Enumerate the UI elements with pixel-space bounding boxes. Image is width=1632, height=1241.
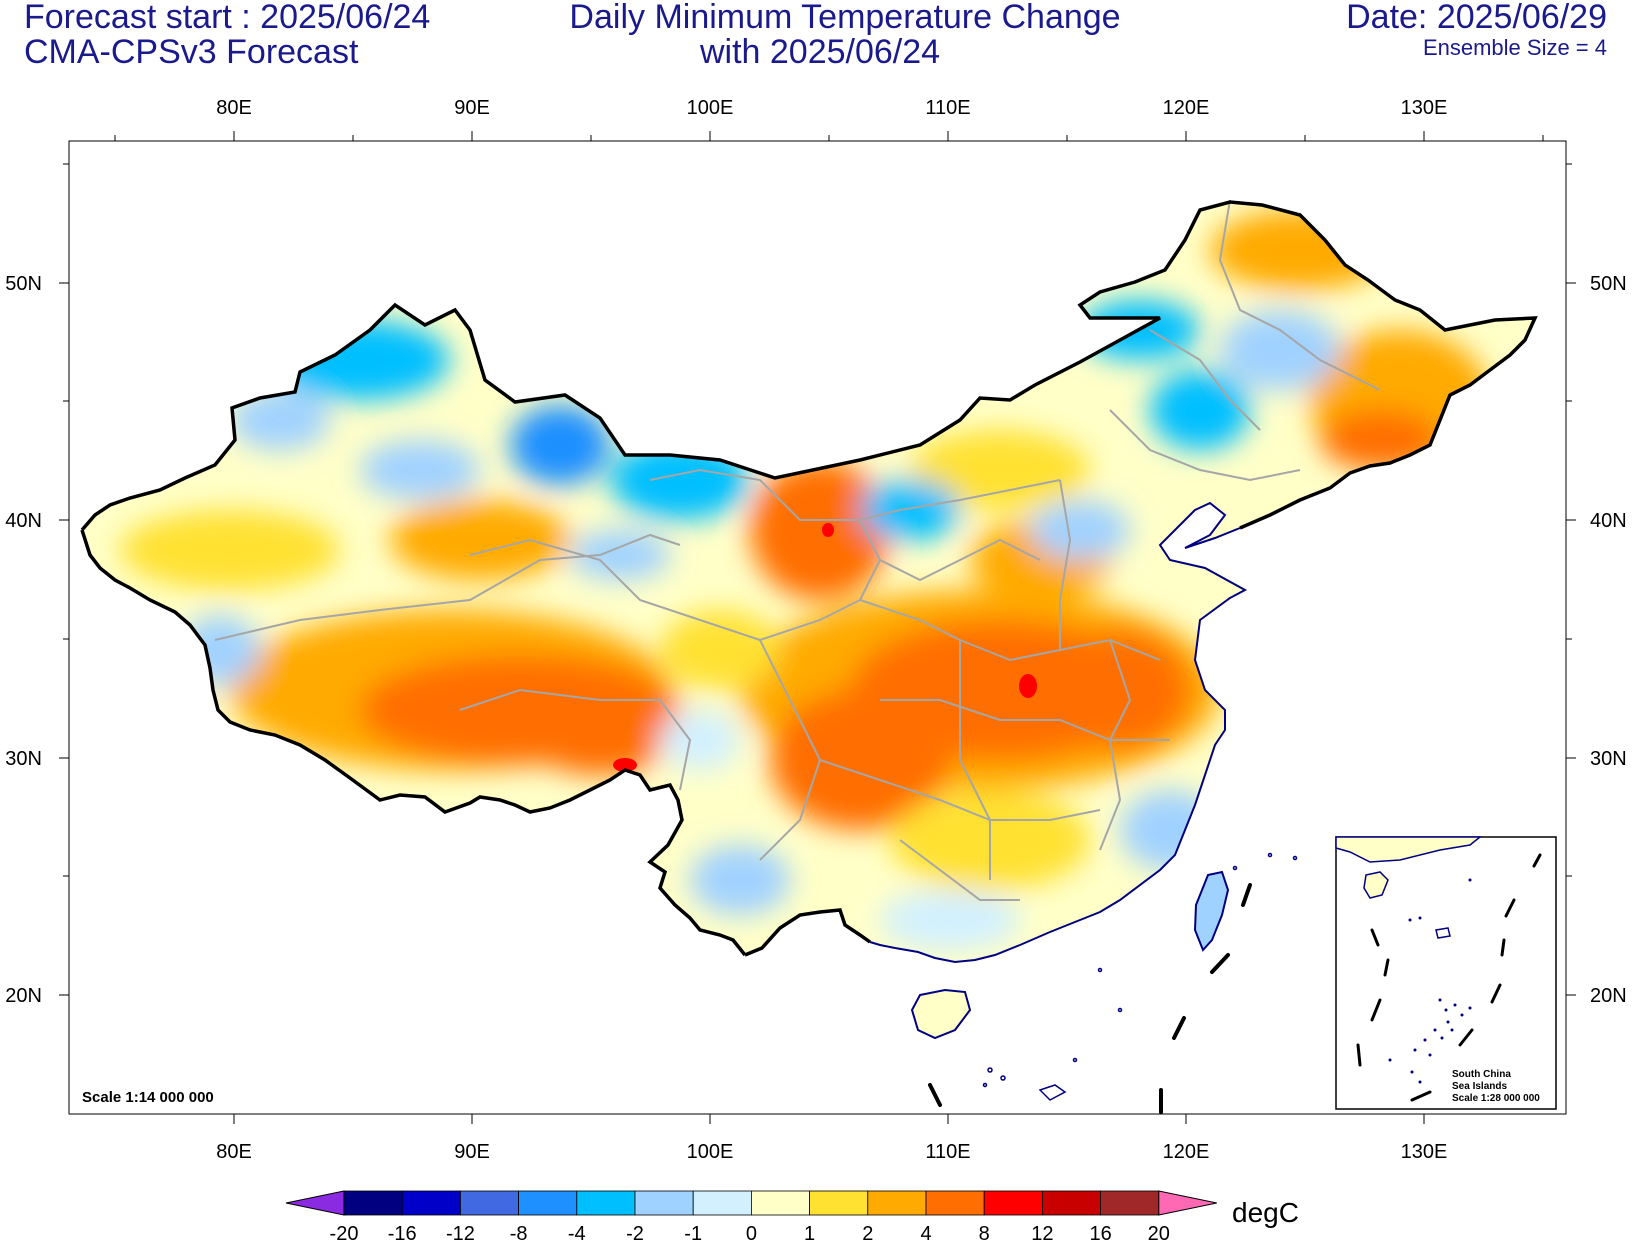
colorbar-tick-label: 1: [804, 1223, 815, 1241]
lat-label: 30N: [1590, 748, 1627, 770]
lon-label: 80E: [216, 1141, 252, 1163]
lon-label: 110E: [925, 97, 970, 119]
map-scale-label: Scale 1:14 000 000: [82, 1089, 214, 1106]
colorbar-unit-label: degC: [1232, 1197, 1299, 1228]
colorbar-tick-label: 2: [862, 1223, 873, 1241]
lon-label: 90E: [454, 1141, 490, 1163]
colorbar-under-triangle: [285, 1190, 345, 1216]
colorbar-tick-label: -8: [510, 1223, 528, 1241]
colorbar-tick-label: 0: [746, 1223, 757, 1241]
colorbar-swatch: [1042, 1190, 1102, 1216]
colorbar-swatch: [809, 1190, 869, 1216]
colorbar-tick-label: -20: [330, 1223, 359, 1241]
colorbar-tick-label: -16: [388, 1223, 417, 1241]
lon-label: 80E: [216, 97, 252, 119]
title-line-2: with 2025/06/24: [699, 33, 941, 71]
lat-label: 50N: [1590, 273, 1627, 295]
colorbar-swatch: [634, 1190, 694, 1216]
inset-label-line3: Scale 1:28 000 000: [1452, 1093, 1540, 1104]
colorbar-swatch: [925, 1190, 985, 1216]
lon-labels-top: 80E 90E 100E 110E 120E 130E: [216, 97, 1447, 119]
colorbar-swatch: [518, 1190, 578, 1216]
lat-label: 40N: [1590, 510, 1627, 532]
ensemble-size-label: Ensemble Size = 4: [1422, 35, 1607, 60]
lat-label: 50N: [5, 273, 42, 295]
inset-label-line2: Sea Islands: [1452, 1081, 1507, 1092]
lat-label: 30N: [5, 748, 42, 770]
colorbar-swatch: [459, 1190, 519, 1216]
colorbar-swatch: [401, 1190, 461, 1216]
lon-label: 100E: [687, 97, 734, 119]
title-line-1: Daily Minimum Temperature Change: [569, 0, 1121, 36]
lon-label: 120E: [1163, 1141, 1210, 1163]
lon-label: 100E: [687, 1141, 734, 1163]
colorbar-swatch: [576, 1190, 636, 1216]
colorbar-tick-label: 20: [1148, 1223, 1170, 1241]
colorbar-swatch: [751, 1190, 811, 1216]
province-boundaries: [214, 199, 1381, 901]
colorbar-tick-label: -4: [568, 1223, 586, 1241]
lon-label: 120E: [1163, 97, 1210, 119]
national-border-southwest: [80, 529, 872, 957]
model-label: CMA-CPSv3 Forecast: [24, 33, 359, 71]
colorbar-tick-label: 4: [920, 1223, 931, 1241]
hainan-island: [910, 988, 972, 1040]
coastline: [869, 501, 1248, 964]
colorbar-tick-label: -2: [626, 1223, 644, 1241]
colorbar-swatch: [983, 1190, 1043, 1216]
lon-labels-bottom: 80E 90E 100E 110E 120E 130E: [216, 1141, 1447, 1163]
forecast-start-label: Forecast start : 2025/06/24: [24, 0, 431, 36]
colorbar-tick-label: -12: [446, 1223, 475, 1241]
lat-label: 20N: [1590, 985, 1627, 1007]
taiwan-island: [1193, 870, 1230, 952]
lat-label: 20N: [5, 985, 42, 1007]
lon-label: 130E: [1401, 1141, 1448, 1163]
lat-labels-right: 50N 40N 30N 20N: [1590, 273, 1627, 1007]
valid-date-label: Date: 2025/06/29: [1346, 0, 1607, 36]
lon-label: 90E: [454, 97, 490, 119]
axis-ticks: [59, 131, 1576, 1124]
colorbar-tick-label: 16: [1089, 1223, 1111, 1241]
colorbar-swatch: [343, 1190, 403, 1216]
small-islands: [982, 852, 1298, 1101]
lon-label: 130E: [1401, 97, 1448, 119]
south-china-sea-inset: South China Sea Islands Scale 1:28 000 0…: [1335, 836, 1557, 1110]
national-border-north: [80, 200, 1538, 532]
colorbar-over-triangle: [1158, 1190, 1217, 1216]
colorbar-swatch: [692, 1190, 752, 1216]
colorbar-tick-label: -1: [684, 1223, 702, 1241]
colorbar: -20 -16 -12 -8 -4 -2 -1 0 1 2 4 8 12 16 20: [285, 1190, 1217, 1241]
colorbar-swatch: [867, 1190, 927, 1216]
inset-label-line1: South China: [1452, 1069, 1511, 1080]
lon-label: 110E: [925, 1141, 970, 1163]
colorbar-tick-label: 12: [1031, 1223, 1053, 1241]
lat-labels-left: 50N 40N 30N 20N: [5, 273, 42, 1007]
colorbar-tick-label: 8: [979, 1223, 990, 1241]
maritime-boundary-dashes: [928, 883, 1252, 1114]
colorbar-swatch: [1100, 1190, 1160, 1216]
lat-label: 40N: [5, 510, 42, 532]
